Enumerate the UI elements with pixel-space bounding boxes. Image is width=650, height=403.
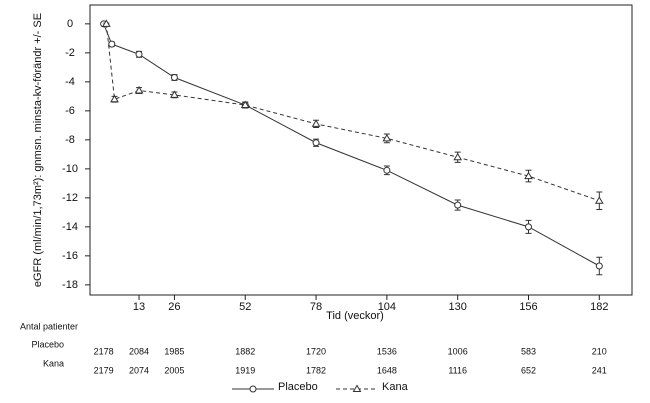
y-tick-label: -8 (65, 134, 75, 146)
marker (383, 166, 391, 174)
at-risk-count: 2179 (94, 365, 114, 375)
y-tick-label: 0 (67, 18, 73, 30)
at-risk-title: Antal patienter (20, 321, 78, 331)
marker (382, 133, 392, 142)
at-risk-count: 2074 (129, 365, 149, 375)
legend-label: Kana (382, 381, 409, 393)
at-risk-row-label: Placebo (31, 339, 64, 349)
at-risk-row-label: Kana (43, 358, 64, 368)
marker (312, 139, 320, 147)
x-tick-label: 104 (378, 301, 396, 313)
y-tick-label: -2 (65, 47, 75, 59)
marker (240, 100, 250, 109)
series-line (103, 23, 600, 267)
at-risk-count: 652 (521, 365, 536, 375)
legend-marker (352, 384, 362, 392)
marker (101, 19, 111, 27)
at-risk-count: 2005 (164, 365, 184, 375)
x-tick-label: 156 (519, 301, 537, 313)
y-tick-label: -6 (65, 105, 75, 117)
x-tick-label: 130 (449, 301, 467, 313)
series-line (105, 23, 600, 202)
at-risk-count: 1536 (377, 346, 397, 356)
x-tick-label: 182 (590, 301, 608, 313)
at-risk-count: 1006 (448, 346, 468, 356)
x-tick-label: 52 (239, 301, 251, 313)
at-risk-count: 2084 (129, 346, 149, 356)
marker (135, 50, 143, 58)
y-tick-label: -18 (62, 279, 78, 291)
marker (595, 262, 603, 270)
marker (594, 196, 604, 204)
at-risk-count: 1882 (235, 346, 255, 356)
at-risk-count: 1782 (306, 365, 326, 375)
y-tick-label: -10 (62, 163, 78, 175)
y-tick-label: -4 (65, 76, 75, 88)
marker (454, 201, 462, 209)
legend-label: Placebo (278, 381, 318, 393)
marker (170, 74, 178, 81)
marker (108, 40, 116, 48)
at-risk-count: 241 (592, 365, 607, 375)
at-risk-count: 2178 (94, 346, 114, 356)
x-axis-label: Tid (veckor) (326, 310, 384, 322)
at-risk-count: 1919 (235, 365, 255, 375)
marker (170, 90, 179, 98)
at-risk-count: 210 (592, 346, 607, 356)
at-risk-count: 1985 (164, 346, 184, 356)
marker (453, 152, 463, 161)
marker (524, 171, 533, 180)
at-risk-count: 1116 (448, 365, 467, 375)
at-risk-count: 1648 (377, 365, 397, 375)
legend-marker (249, 385, 257, 393)
marker (311, 119, 321, 127)
y-tick-label: -12 (62, 192, 78, 204)
x-tick-label: 78 (310, 301, 322, 313)
y-tick-label: -16 (62, 250, 78, 262)
marker (525, 223, 533, 231)
y-axis-label: eGFR (ml/min/1,73m²): gnmsn. minsta-kv-f… (32, 13, 44, 287)
at-risk-count: 1720 (306, 346, 326, 356)
at-risk-count: 583 (521, 346, 536, 356)
marker (110, 94, 119, 103)
y-tick-label: -14 (62, 221, 78, 233)
x-tick-label: 13 (133, 301, 145, 313)
plot-frame (89, 4, 633, 296)
x-tick-label: 26 (168, 301, 180, 313)
marker (134, 86, 144, 94)
